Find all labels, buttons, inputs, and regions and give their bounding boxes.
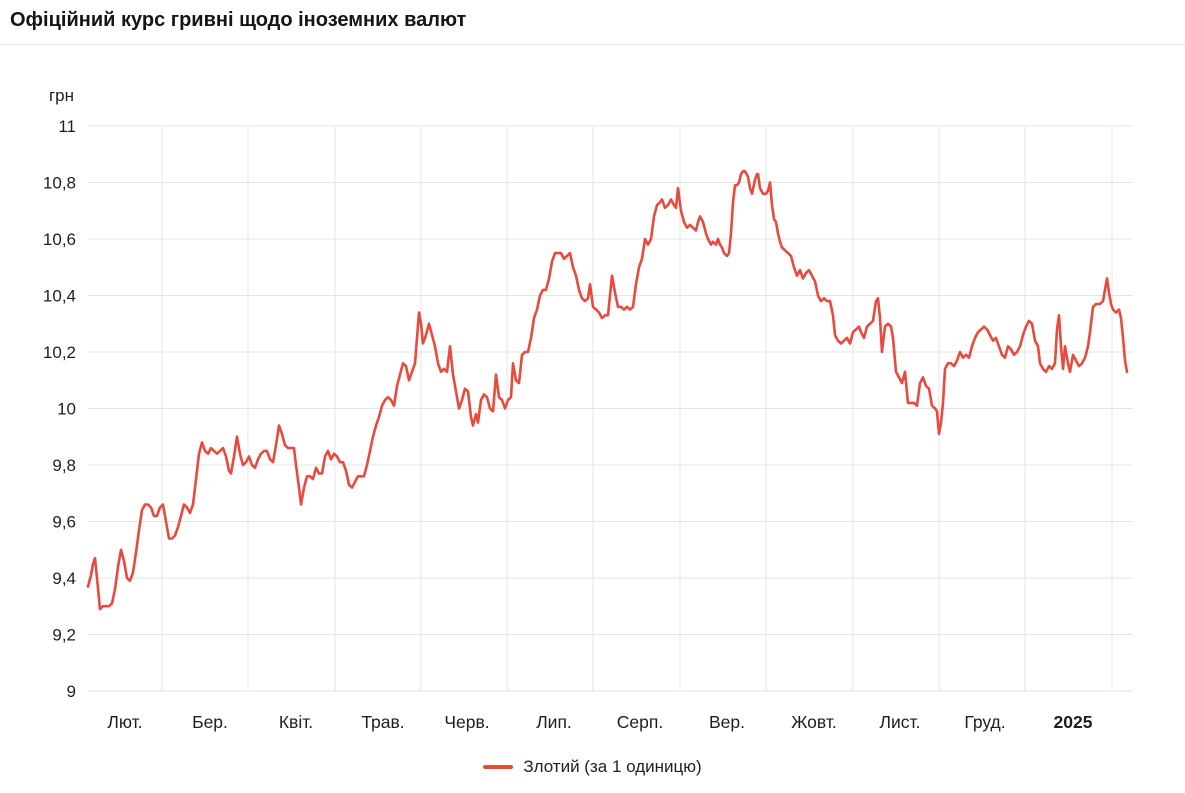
x-tick-label: Жовт.	[791, 712, 837, 732]
currency-line	[86, 169, 1129, 611]
y-tick-label: 9	[67, 682, 76, 701]
y-tick-label: 10,8	[43, 174, 76, 193]
x-tick-label: Лют.	[107, 712, 142, 732]
y-tick-label: 10,4	[43, 287, 76, 306]
x-tick-label: Серп.	[617, 712, 663, 732]
x-tick-label: Груд.	[964, 712, 1005, 732]
y-tick-label: 11	[58, 117, 76, 136]
x-tick-label: Лип.	[536, 712, 572, 732]
legend-line-swatch	[483, 765, 514, 769]
y-tick-label: 10,6	[43, 230, 76, 249]
chart-svg: грн 11 10,8 10,6 10,4 10,2 10 9,8 9,6 9,4 9,2 9 Лют.…	[43, 86, 1133, 732]
x-tick-label: Трав.	[361, 712, 404, 732]
x-tick-label: Черв.	[444, 712, 489, 732]
y-tick-label: 9,4	[52, 569, 76, 588]
y-tick-label: 9,2	[52, 626, 76, 645]
exchange-rate-chart: грн 11 10,8 10,6 10,4 10,2 10 9,8 9,6 9,4 9,2 9 Лют.…	[0, 45, 1185, 782]
legend-item-zloty[interactable]: Злотий (за 1 одиницю)	[0, 752, 1185, 782]
y-tick-label: 10,2	[43, 343, 76, 362]
y-tick-label: 9,6	[52, 513, 76, 532]
y-axis-unit-label: грн	[49, 86, 74, 105]
x-tick-label: Квіт.	[279, 712, 313, 732]
page-title: Офіційний курс гривні щодо іноземних вал…	[10, 9, 467, 31]
x-tick-label: 2025	[1054, 712, 1093, 732]
x-tick-label: Вер.	[709, 712, 745, 732]
x-tick-label: Лист.	[880, 712, 921, 732]
x-tick-label: Бер.	[192, 712, 228, 732]
y-tick-label: 10	[57, 400, 76, 419]
y-tick-label: 9,8	[52, 456, 76, 475]
page-header: Офіційний курс гривні щодо іноземних вал…	[0, 0, 1185, 45]
legend-label: Злотий (за 1 одиницю)	[523, 757, 702, 776]
